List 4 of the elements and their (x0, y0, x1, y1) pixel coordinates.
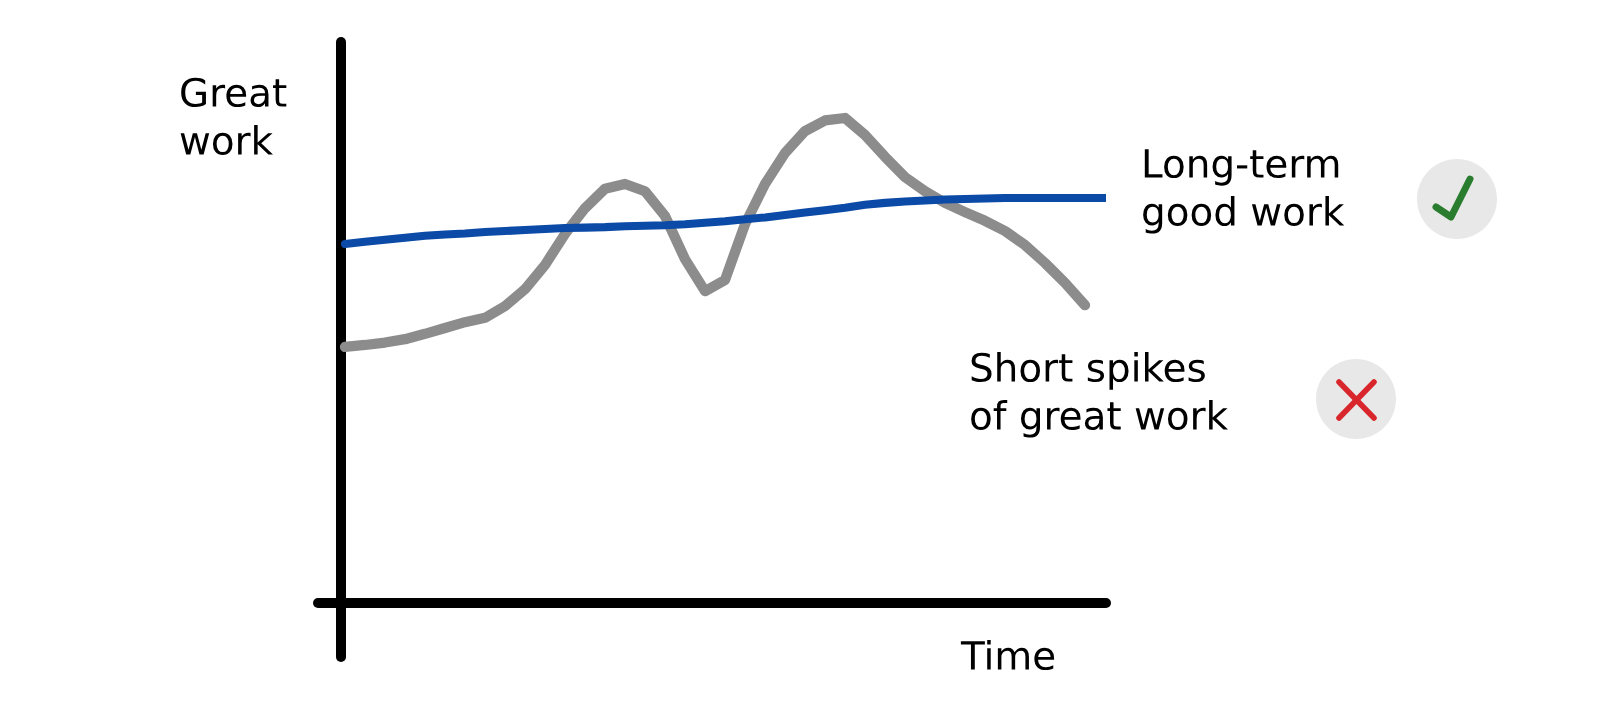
series-label: Long-term good work (1143, 149, 1345, 234)
x-axis-title: Time (960, 640, 1055, 671)
y-axis-title: Great work (180, 77, 287, 156)
text: Short spikes of great work (971, 352, 1229, 438)
